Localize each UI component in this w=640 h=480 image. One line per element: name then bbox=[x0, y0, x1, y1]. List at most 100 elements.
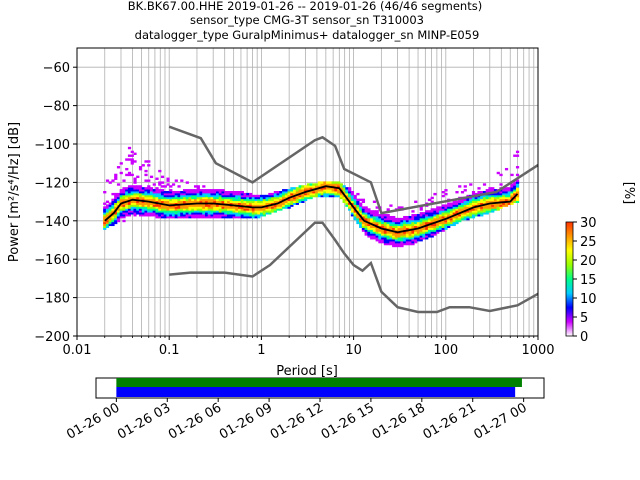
heat-cell bbox=[166, 212, 170, 215]
heat-cell bbox=[370, 221, 374, 225]
heat-cell bbox=[199, 204, 203, 207]
heat-cell bbox=[298, 191, 302, 194]
heat-cell bbox=[207, 198, 211, 202]
heat-cell bbox=[433, 233, 437, 236]
heat-cell bbox=[455, 221, 459, 225]
heat-cell bbox=[444, 208, 448, 211]
heat-cell bbox=[163, 194, 167, 198]
heat-cell bbox=[136, 192, 140, 196]
heat-cell bbox=[304, 187, 308, 190]
heat-cell bbox=[210, 204, 214, 207]
heat-cell bbox=[433, 225, 437, 228]
heat-cell bbox=[268, 208, 272, 211]
heat-cell bbox=[180, 198, 184, 202]
heat-cell bbox=[361, 212, 366, 215]
heat-cell bbox=[111, 198, 115, 202]
heat-cell bbox=[119, 189, 123, 192]
heat-cell bbox=[386, 214, 390, 217]
heat-cell bbox=[372, 229, 377, 232]
heat-cell bbox=[202, 215, 206, 219]
heat-cell bbox=[414, 233, 418, 236]
heat-cell bbox=[430, 235, 434, 238]
heat-cell bbox=[166, 202, 170, 205]
heat-cell bbox=[293, 198, 297, 202]
heat-cell bbox=[122, 212, 126, 215]
heat-cell bbox=[408, 242, 412, 246]
heat-cell bbox=[480, 191, 484, 194]
heat-cell bbox=[193, 214, 198, 217]
heat-cell bbox=[204, 204, 209, 207]
heat-cell bbox=[257, 198, 261, 202]
heat-cell bbox=[221, 204, 225, 207]
heat-cell bbox=[353, 214, 357, 217]
heat-cell bbox=[452, 223, 456, 227]
heat-cell bbox=[411, 231, 415, 234]
heat-cell bbox=[122, 196, 126, 200]
heat-cell bbox=[177, 212, 181, 215]
heat-cell bbox=[367, 227, 371, 230]
heat-cell bbox=[350, 202, 355, 205]
heat-cell bbox=[394, 221, 399, 225]
heat-cell bbox=[364, 231, 368, 234]
heat-cell bbox=[111, 202, 115, 205]
heat-cell bbox=[507, 189, 511, 192]
heat-cell bbox=[171, 202, 176, 205]
heat-cell bbox=[378, 233, 382, 236]
heat-cell bbox=[348, 204, 352, 207]
heat-cell bbox=[144, 189, 148, 192]
heat-cell bbox=[254, 202, 258, 205]
heat-cell bbox=[488, 206, 492, 209]
heat-cell bbox=[218, 208, 222, 211]
heat-cell bbox=[403, 233, 407, 236]
heat-cell bbox=[298, 187, 302, 190]
heat-cell bbox=[191, 215, 195, 219]
heat-cell bbox=[180, 210, 184, 213]
heat-cell bbox=[480, 194, 484, 198]
heat-cell bbox=[105, 210, 110, 213]
heat-cell bbox=[337, 181, 341, 184]
heat-cell bbox=[389, 225, 393, 228]
heat-cell bbox=[215, 192, 220, 196]
heat-cell bbox=[295, 202, 299, 205]
heat-cell bbox=[364, 208, 368, 211]
heat-cell bbox=[111, 208, 115, 211]
heat-cell bbox=[130, 189, 134, 192]
heat-cell bbox=[193, 189, 198, 192]
heat-cell bbox=[474, 204, 478, 207]
heat-cell bbox=[408, 217, 412, 221]
heat-cell bbox=[105, 223, 110, 227]
heat-cell bbox=[320, 191, 324, 194]
heat-cell bbox=[163, 204, 167, 207]
heat-cell bbox=[370, 237, 374, 240]
heat-cell bbox=[381, 239, 385, 242]
heat-cell bbox=[460, 198, 465, 202]
heat-cell bbox=[513, 200, 517, 203]
heat-cell bbox=[152, 214, 156, 217]
heat-cell bbox=[326, 187, 330, 190]
heat-cell bbox=[444, 223, 448, 227]
heat-cell bbox=[378, 219, 382, 223]
heat-cell bbox=[218, 214, 222, 217]
heat-cell bbox=[215, 212, 220, 215]
heat-cell bbox=[458, 217, 462, 221]
heat-cell bbox=[224, 191, 228, 194]
heat-cell bbox=[400, 235, 404, 238]
heat-cell bbox=[138, 200, 143, 203]
heat-cell bbox=[265, 212, 269, 215]
heat-cell bbox=[515, 189, 520, 192]
heat-cell bbox=[474, 198, 478, 202]
heat-cell bbox=[254, 196, 258, 200]
heat-cell bbox=[163, 192, 167, 196]
heat-cell bbox=[204, 196, 209, 200]
y-tick-label: −180 bbox=[34, 292, 70, 307]
heat-cell bbox=[271, 200, 275, 203]
heat-cell bbox=[392, 219, 396, 223]
heat-cell bbox=[433, 208, 437, 211]
heat-cell bbox=[155, 198, 159, 202]
heat-cell bbox=[232, 200, 236, 203]
heat-cell bbox=[144, 187, 148, 190]
heat-cell bbox=[320, 181, 324, 184]
heat-cell bbox=[262, 200, 266, 203]
heat-cell bbox=[414, 239, 418, 242]
heat-cell bbox=[471, 198, 476, 202]
